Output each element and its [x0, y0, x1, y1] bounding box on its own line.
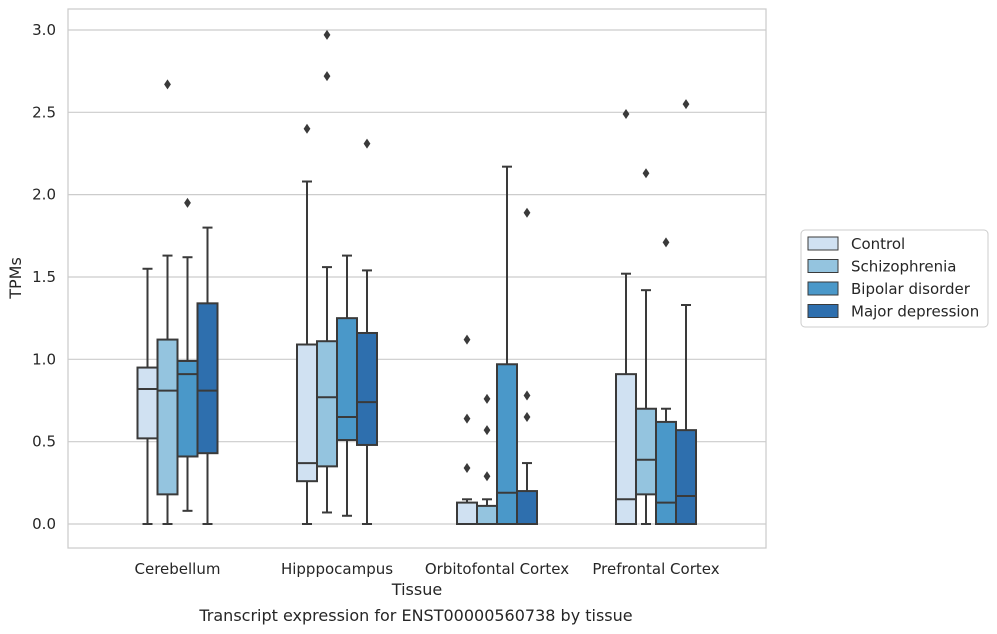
box [136, 267, 159, 525]
box [456, 334, 478, 525]
y-tick-labels: 0.0 0.5 1.0 1.5 2.0 2.5 3.0 [32, 21, 56, 533]
y-tick-label: 3.0 [32, 21, 56, 39]
box [655, 237, 677, 525]
box [296, 123, 318, 525]
legend-label: Bipolar disorder [851, 280, 971, 298]
box [496, 165, 518, 526]
outlier-marker [164, 79, 171, 90]
box-body [156, 338, 179, 496]
box [356, 138, 378, 525]
box [635, 168, 657, 525]
legend-label: Control [851, 235, 905, 253]
outlier-marker [682, 99, 690, 110]
box [316, 29, 338, 514]
outlier-marker [303, 123, 311, 134]
y-tick-label: 1.5 [32, 268, 56, 286]
boxplot-chart: 0.0 0.5 1.0 1.5 2.0 2.5 3.0 Cerebellum Hipppoca… [6, 8, 989, 599]
box-body [176, 359, 199, 458]
outlier-marker [483, 425, 491, 436]
legend: Control Schizophrenia Bipolar disorder Majo… [800, 229, 989, 328]
box [196, 226, 219, 525]
box-body [615, 373, 637, 525]
outlier-marker [483, 471, 491, 482]
y-tick-label: 2.0 [32, 186, 56, 204]
outlier-marker [323, 71, 331, 82]
box-body [296, 343, 318, 483]
outlier-marker [662, 237, 670, 248]
legend-swatch [807, 281, 839, 296]
x-tick-label: Prefrontal Cortex [592, 560, 719, 578]
outlier-marker [363, 138, 371, 149]
box-body [655, 420, 677, 525]
box-body [516, 490, 538, 526]
box-body [496, 363, 518, 526]
outlier-marker [323, 29, 331, 40]
box-body [476, 504, 498, 525]
box-body [316, 340, 338, 468]
x-tick-label: Hipppocampus [281, 560, 393, 578]
box-body [356, 331, 378, 446]
outlier-marker [622, 108, 630, 119]
outlier-marker [463, 334, 471, 345]
plot-frame [67, 8, 767, 549]
outlier-marker [463, 463, 471, 474]
box-body [675, 429, 697, 525]
outlier-marker [483, 393, 491, 404]
legend-frame [800, 229, 989, 328]
box [615, 108, 637, 525]
box [516, 207, 538, 526]
box [156, 79, 179, 525]
legend-swatch [807, 259, 839, 273]
y-axis-label: TPMs [6, 257, 25, 300]
legend-swatch [807, 236, 839, 251]
box-body [635, 407, 657, 496]
outlier-marker [184, 197, 191, 208]
legend-swatch [807, 304, 839, 318]
box-body [336, 317, 358, 442]
box-series-group [136, 29, 697, 526]
x-tick-label: Orbitofontal Cortex [425, 560, 569, 578]
box-body [456, 501, 478, 525]
legend-label: Schizophrenia [851, 258, 956, 276]
outlier-marker [523, 207, 531, 218]
box [675, 99, 697, 525]
x-tick-label: Cerebellum [135, 560, 221, 578]
outlier-marker [463, 413, 471, 424]
box [336, 254, 358, 517]
outlier-marker [523, 390, 531, 401]
outlier-marker [523, 411, 531, 422]
box-body [136, 366, 159, 440]
outlier-marker [642, 168, 650, 179]
legend-label: Major depression [851, 303, 979, 321]
y-tick-label: 2.5 [32, 103, 56, 121]
box [176, 197, 199, 512]
box [476, 393, 498, 525]
figure-caption: Transcript expression for ENST0000056073… [199, 606, 633, 625]
box-body [196, 302, 219, 455]
y-tick-label: 0.5 [32, 433, 56, 451]
y-tick-label: 1.0 [32, 350, 56, 368]
x-tick-labels: Cerebellum Hipppocampus Orbitofontal Corte… [135, 560, 720, 578]
x-axis-label: Tissue [391, 580, 442, 599]
y-tick-label: 0.0 [32, 515, 56, 533]
